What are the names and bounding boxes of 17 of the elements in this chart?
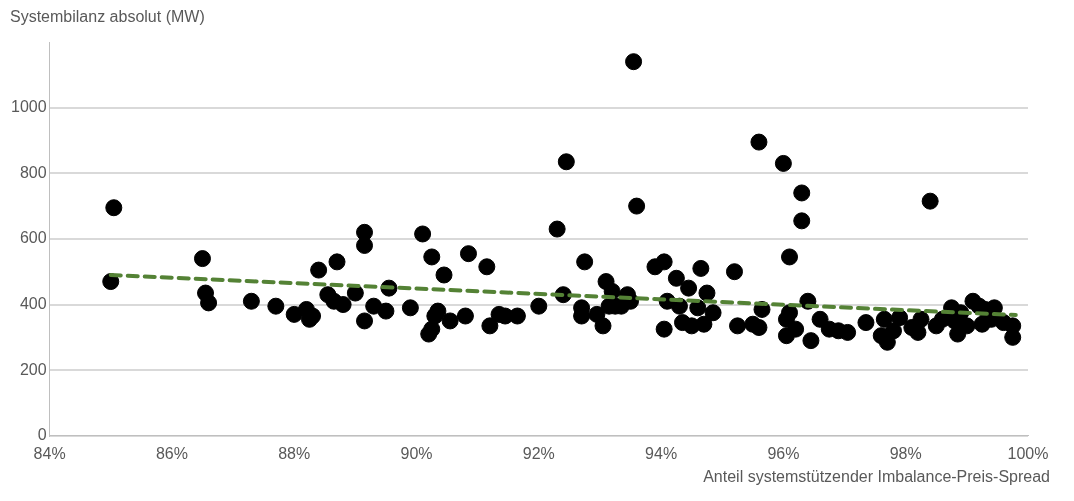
x-axis-title: Anteil systemstützender Imbalance-Preis-Spread <box>703 468 1050 486</box>
y-tick-label: 800 <box>19 163 47 181</box>
x-tick-label: 90% <box>400 444 433 462</box>
x-tick-label: 92% <box>522 444 555 462</box>
x-tick-label: 94% <box>645 444 678 462</box>
x-tick-label: 86% <box>155 444 188 462</box>
x-tick-label: 84% <box>33 444 66 462</box>
x-tick-label: 98% <box>889 444 922 462</box>
y-axis-title: Systembilanz absolut (MW) <box>10 8 205 26</box>
x-tick-label: 88% <box>278 444 311 462</box>
y-tick-label: 1000 <box>11 98 47 116</box>
x-tick-label: 96% <box>767 444 800 462</box>
y-tick-label: 0 <box>37 426 47 444</box>
x-tick-label: 100% <box>1007 444 1049 462</box>
y-tick-label: 400 <box>19 294 47 312</box>
y-tick-label: 200 <box>19 360 47 378</box>
y-tick-label: 600 <box>19 229 47 247</box>
